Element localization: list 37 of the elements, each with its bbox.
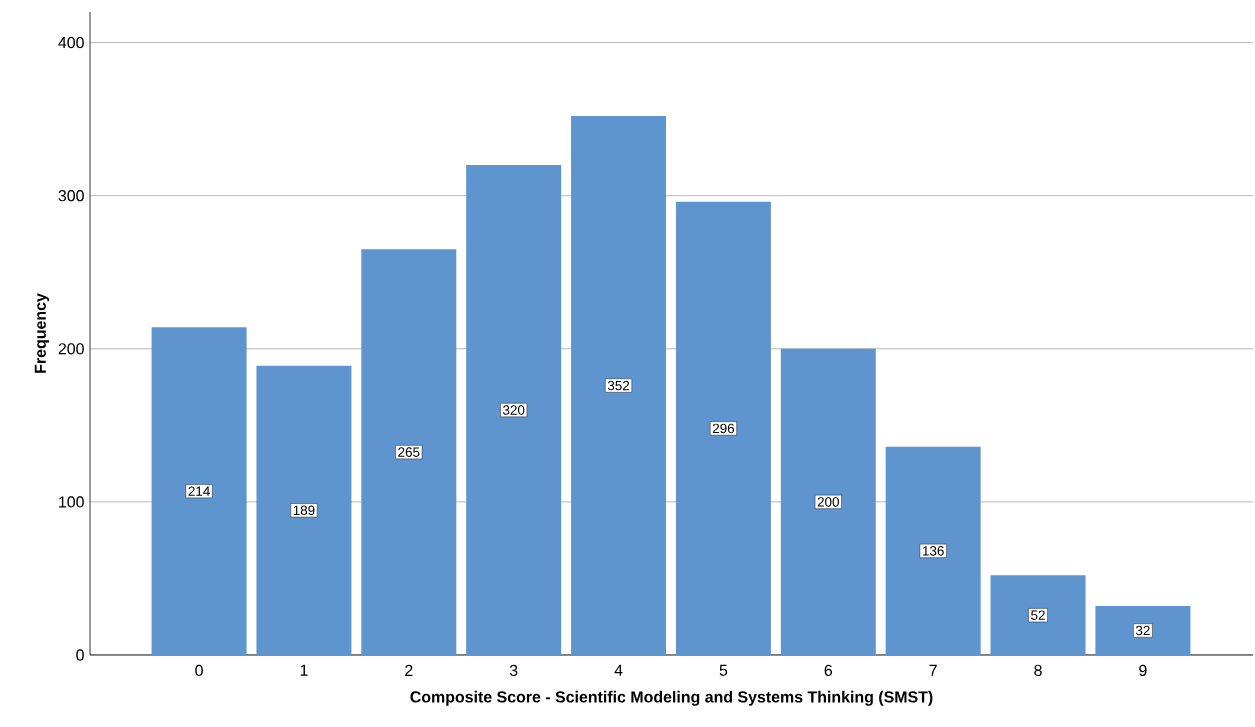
x-tick-label: 3 bbox=[509, 664, 518, 677]
data-label: 214 bbox=[188, 486, 210, 496]
x-tick-label: 2 bbox=[405, 664, 413, 676]
bar bbox=[361, 249, 457, 655]
bar bbox=[151, 327, 247, 655]
bar bbox=[990, 575, 1086, 655]
data-label: 265 bbox=[398, 447, 420, 457]
y-tick-label: 200 bbox=[58, 343, 84, 355]
bar bbox=[571, 116, 667, 655]
x-tick-label: 1 bbox=[300, 664, 308, 676]
bar bbox=[780, 348, 876, 655]
x-tick-label: 4 bbox=[614, 664, 623, 676]
x-tick-label: 9 bbox=[1139, 664, 1147, 677]
bar bbox=[256, 365, 352, 655]
data-label: 52 bbox=[1031, 610, 1045, 620]
x-tick-label: 7 bbox=[929, 664, 937, 676]
data-label: 32 bbox=[1135, 625, 1150, 636]
x-tick-label: 5 bbox=[719, 664, 728, 676]
data-label: 136 bbox=[922, 546, 944, 556]
bar bbox=[1095, 606, 1191, 655]
bar bbox=[675, 201, 771, 655]
x-tick-label: 6 bbox=[824, 664, 833, 677]
y-tick-label: 0 bbox=[76, 649, 84, 661]
x-tick-label: 0 bbox=[195, 664, 203, 677]
bar bbox=[885, 446, 981, 655]
data-label: 352 bbox=[607, 380, 630, 391]
y-tick-label: 100 bbox=[59, 496, 84, 508]
y-tick-label: 400 bbox=[58, 36, 84, 49]
data-label: 200 bbox=[817, 497, 839, 507]
data-label: 189 bbox=[293, 505, 315, 516]
data-label: 296 bbox=[712, 423, 735, 434]
data-label: 320 bbox=[502, 405, 525, 415]
y-axis-title: Frequency bbox=[34, 293, 50, 373]
y-tick-label: 300 bbox=[58, 190, 84, 202]
x-tick-label: 8 bbox=[1034, 664, 1042, 677]
bar bbox=[466, 165, 562, 655]
x-axis-title: Composite Score - Scientific Modeling and Systems Thinking (SMST) bbox=[410, 690, 933, 706]
